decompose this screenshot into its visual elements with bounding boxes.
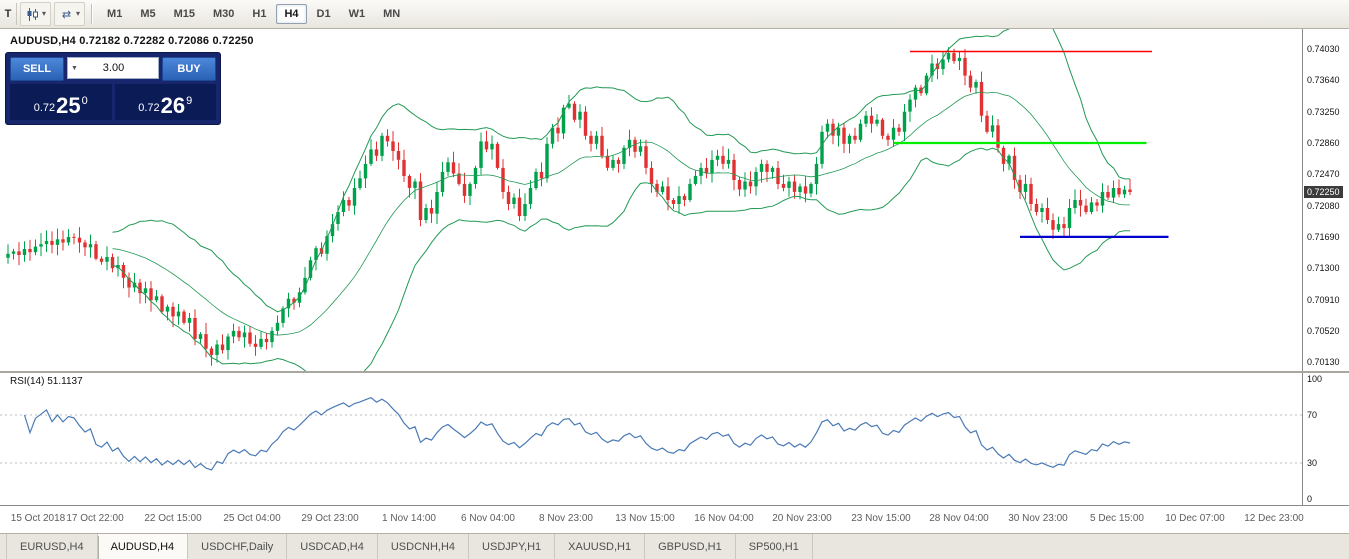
- volume-input[interactable]: ▼ 3.00: [67, 57, 159, 79]
- chart-tab-usdcnh-h4[interactable]: USDCNH,H4: [378, 534, 470, 559]
- chart-tab-xauusd-h1[interactable]: XAUUSD,H1: [555, 534, 646, 559]
- timeframe-button-mn[interactable]: MN: [383, 8, 401, 20]
- timeframe-button-m5[interactable]: M5: [140, 8, 156, 20]
- time-axis-label: 16 Nov 04:00: [694, 513, 754, 524]
- time-axis-label: 30 Nov 23:00: [1008, 513, 1068, 524]
- price-axis-label: 0.70910: [1307, 295, 1340, 305]
- timeframe-button-m15[interactable]: M15: [173, 8, 195, 20]
- sell-price-display[interactable]: 0.72 25 0: [10, 84, 112, 120]
- rsi-panel[interactable]: RSI(14) 51.1137: [0, 373, 1302, 505]
- timeframe-toolbar: M1 M5 M15 M30 H1 H4 D1 W1 MN: [98, 4, 409, 24]
- rsi-indicator-label: RSI(14) 51.1137: [10, 376, 83, 387]
- time-axis-label: 10 Dec 07:00: [1165, 513, 1225, 524]
- sell-price-prefix: 0.72: [33, 102, 56, 114]
- rsi-axis[interactable]: 100 70 30 0: [1302, 373, 1349, 505]
- time-axis-label: 22 Oct 15:00: [144, 513, 202, 524]
- chart-tab-usdjpy-h1[interactable]: USDJPY,H1: [469, 534, 556, 559]
- buy-price-display[interactable]: 0.72 26 9: [114, 84, 216, 120]
- candlestick-chart-icon: [25, 7, 40, 22]
- sell-price-pipette: 0: [81, 95, 88, 107]
- time-axis[interactable]: 15 Oct 2018 17 Oct 22:00 22 Oct 15:00 25 Oc…: [0, 505, 1349, 533]
- timeframe-button-h4[interactable]: H4: [276, 4, 307, 24]
- price-axis-label: 0.71690: [1307, 232, 1340, 242]
- timeframe-button-d1[interactable]: D1: [316, 8, 331, 20]
- time-axis-label: 20 Nov 23:00: [772, 513, 832, 524]
- time-axis-label: 15 Oct 2018: [10, 513, 66, 524]
- timeframe-button-w1[interactable]: W1: [348, 8, 366, 20]
- time-axis-label: 12 Dec 23:00: [1244, 513, 1304, 524]
- volume-value: 3.00: [102, 62, 125, 74]
- chart-shift-button[interactable]: ⇄ ▾: [54, 2, 86, 26]
- time-axis-label: 28 Nov 04:00: [929, 513, 989, 524]
- clipped-toolbar-button[interactable]: T: [0, 3, 17, 25]
- buy-price-prefix: 0.72: [138, 102, 160, 114]
- time-axis-label: 23 Nov 15:00: [851, 513, 911, 524]
- price-axis-label: 0.73250: [1307, 107, 1340, 117]
- price-axis-label: 0.73640: [1307, 75, 1340, 85]
- chart-tab-gbpusd-h1[interactable]: GBPUSD,H1: [645, 534, 736, 559]
- time-axis-label: 8 Nov 23:00: [539, 513, 593, 524]
- chart-tab-sp500-h1[interactable]: SP500,H1: [736, 534, 813, 559]
- price-axis-label: 0.70520: [1307, 326, 1340, 336]
- current-price-badge: 0.72250: [1304, 186, 1343, 198]
- chart-tab-strip: EURUSD,H4 AUDUSD,H4 USDCHF,Daily USDCAD,H4 U…: [0, 533, 1349, 559]
- one-click-trading-panel: SELL ▼ 3.00 BUY 0.72 25 0 0.72 26 9: [6, 53, 220, 124]
- price-axis[interactable]: 0.72250 0.74030 0.73640 0.73250 0.72860 0.72…: [1302, 29, 1349, 371]
- timeframe-button-m30[interactable]: M30: [213, 8, 235, 20]
- price-axis-label: 0.74030: [1307, 44, 1340, 54]
- price-axis-label: 0.72080: [1307, 201, 1340, 211]
- chart-title: AUDUSD,H4 0.72182 0.72282 0.72086 0.7225…: [10, 35, 254, 47]
- timeframe-button-h1[interactable]: H1: [252, 8, 267, 20]
- buy-price-main: 26: [160, 93, 186, 118]
- timeframe-button-m1[interactable]: M1: [107, 8, 123, 20]
- rsi-canvas[interactable]: [0, 373, 1302, 505]
- chart-type-button[interactable]: ▾: [20, 2, 52, 26]
- time-axis-label: 17 Oct 22:00: [66, 513, 124, 524]
- chart-tab-usdcad-h4[interactable]: USDCAD,H4: [287, 534, 378, 559]
- buy-price-pipette: 9: [186, 95, 193, 107]
- price-axis-label: 0.71300: [1307, 263, 1340, 273]
- time-axis-label: 1 Nov 14:00: [382, 513, 436, 524]
- chart-tab-usdchf-daily[interactable]: USDCHF,Daily: [188, 534, 288, 559]
- price-axis-label: 0.70130: [1307, 357, 1340, 367]
- toolbar-separator: [91, 4, 93, 24]
- rsi-axis-label: 30: [1307, 458, 1318, 468]
- chart-tab-audusd-h4[interactable]: AUDUSD,H4: [97, 534, 189, 559]
- tab-strip-spacer: [0, 534, 7, 559]
- time-axis-label: 5 Dec 15:00: [1090, 513, 1144, 524]
- time-axis-label: 25 Oct 04:00: [223, 513, 281, 524]
- price-axis-label: 0.72470: [1307, 169, 1340, 179]
- rsi-axis-label: 70: [1307, 410, 1318, 420]
- chevron-down-icon: ▾: [76, 9, 81, 18]
- price-axis-label: 0.72860: [1307, 138, 1340, 148]
- volume-dropdown-icon[interactable]: ▼: [71, 64, 78, 72]
- sell-price-main: 25: [56, 93, 81, 118]
- top-toolbar: T ▾ ⇄ ▾ M1 M5 M15 M30 H1 H4 D1 W1 MN: [0, 0, 1349, 29]
- time-axis-label: 13 Nov 15:00: [615, 513, 675, 524]
- chart-tab-eurusd-h4[interactable]: EURUSD,H4: [7, 534, 98, 559]
- main-chart-canvas[interactable]: [0, 29, 1302, 371]
- chart-shift-icon: ⇄: [61, 8, 72, 21]
- rsi-axis-label: 0: [1307, 494, 1313, 504]
- rsi-axis-label: 100: [1307, 374, 1323, 384]
- main-chart-area[interactable]: AUDUSD,H4 0.72182 0.72282 0.72086 0.7225…: [0, 29, 1302, 371]
- buy-button[interactable]: BUY: [162, 57, 216, 81]
- chevron-down-icon: ▾: [42, 9, 47, 18]
- sell-button[interactable]: SELL: [10, 57, 64, 81]
- time-axis-label: 6 Nov 04:00: [461, 513, 515, 524]
- time-axis-label: 29 Oct 23:00: [301, 513, 359, 524]
